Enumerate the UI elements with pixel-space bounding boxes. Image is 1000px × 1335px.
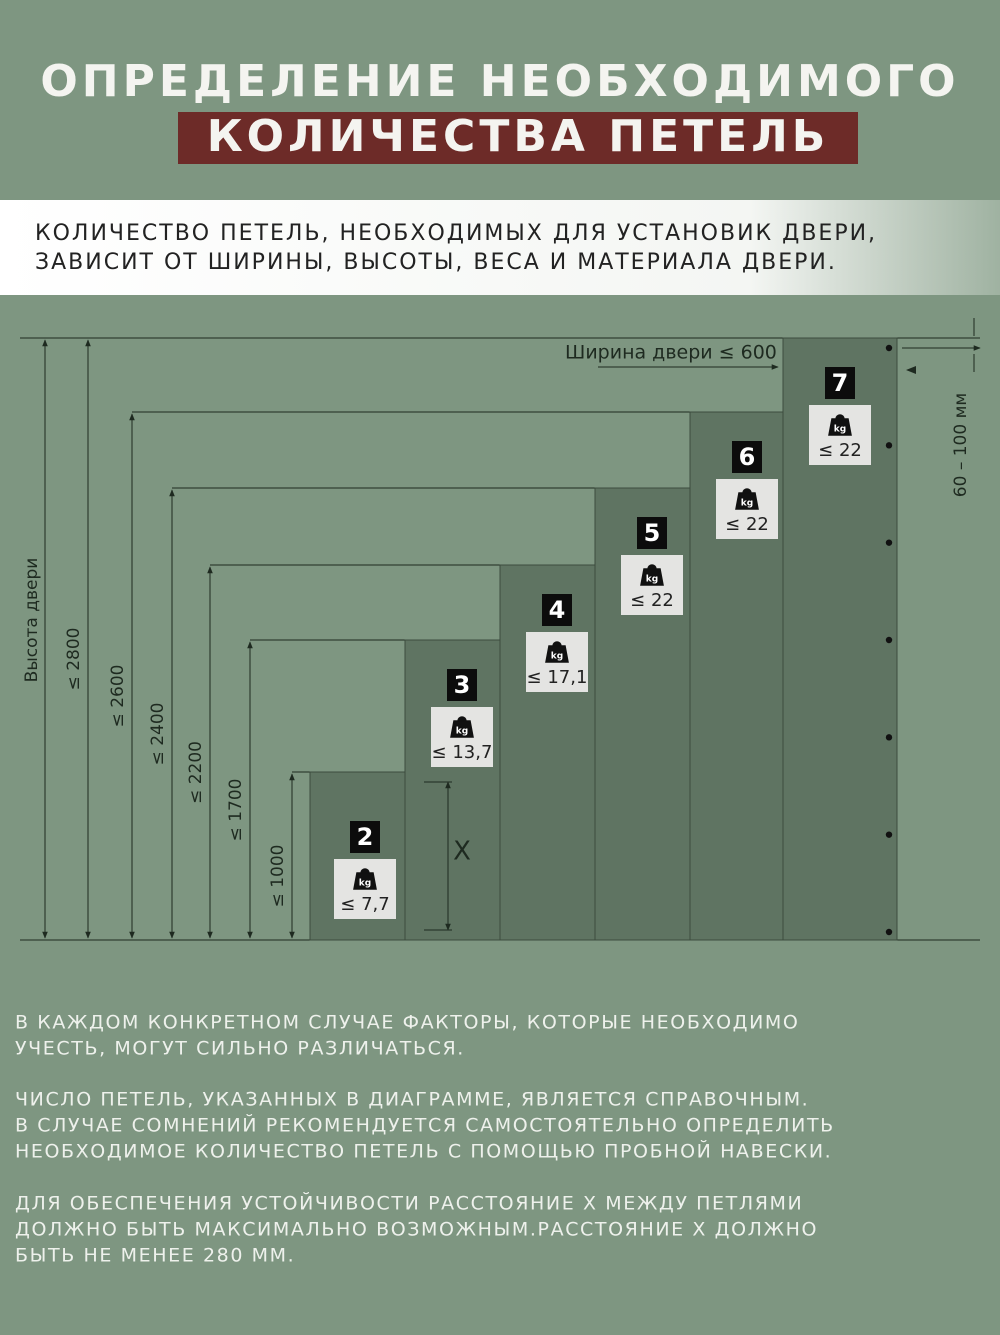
subtitle: ЗАВИСИТ ОТ ШИРИНЫ, ВЫСОТЫ, ВЕСА И МАТЕРИ… (35, 250, 837, 275)
weight-icon (828, 414, 852, 436)
weight-icon (640, 564, 664, 586)
weight-unit: kg (646, 575, 658, 585)
height-value: ≤ 1700 (226, 779, 246, 842)
hinge-badge (825, 367, 855, 399)
weight-value: ≤ 13,7 (432, 742, 493, 763)
hinge-dot (885, 344, 893, 352)
height-value: ≤ 2400 (148, 703, 168, 766)
weight-icon (450, 716, 474, 738)
hinge-dot (885, 442, 893, 449)
hinge-dot (885, 636, 893, 644)
gap-arrows (902, 318, 980, 372)
width-label: Ширина двери ≤ 600 (565, 342, 777, 364)
doors: ≤ 1000 2 kg ≤ 7,7 ≤ 1700 3 kg ≤ 13,7 ≤ 2200 4 kg ≤ … (64, 337, 898, 941)
hinge-count: 6 (739, 443, 756, 471)
hinge-badge (350, 821, 380, 853)
notes: В КАЖДОМ КОНКРЕТНОМ СЛУЧАЕ ФАКТОРЫ, КОТО… (15, 1012, 835, 1267)
note-line: НЕОБХОДИМОЕ КОЛИЧЕСТВО ПЕТЕЛЬ С ПОМОЩЬЮ … (15, 1140, 832, 1163)
weight-unit: kg (741, 499, 753, 509)
gap-label: 60 – 100 мм (951, 393, 971, 497)
note-line: ДОЛЖНО БЫТЬ МАКСИМАЛЬНО ВОЗМОЖНЫМ.РАССТО… (15, 1219, 818, 1241)
hinge-badge (732, 441, 762, 473)
weight-unit: kg (834, 425, 846, 435)
note-line: ДЛЯ ОБЕСПЕЧЕНИЯ УСТОЙЧИВОСТИ РАССТОЯНИЕ … (15, 1192, 803, 1215)
height-value: ≤ 2800 (64, 628, 84, 691)
weight-icon (735, 488, 759, 510)
height-value: ≤ 2200 (186, 741, 206, 804)
weight-unit: kg (551, 652, 563, 662)
hinge-badge (447, 669, 477, 701)
height-value: ≤ 1000 (268, 845, 288, 908)
hinge-count: 4 (549, 596, 566, 624)
hinge-badge (542, 594, 572, 626)
distance-label: X (453, 837, 471, 867)
hinge-count: 7 (832, 369, 849, 397)
hinge-count: 2 (357, 823, 374, 851)
weight-value: ≤ 7,7 (340, 894, 389, 915)
weight-value: ≤ 22 (630, 590, 674, 611)
hinge-count: 5 (644, 519, 661, 547)
title: КОЛИЧЕСТВА ПЕТЕЛЬ (207, 111, 830, 162)
hinge-dot (885, 831, 893, 838)
weight-icon (353, 868, 377, 890)
weight-value: ≤ 22 (725, 514, 769, 535)
hinge-dot (885, 734, 893, 741)
note-line: БЫТЬ НЕ МЕНЕЕ 280 ММ. (15, 1245, 295, 1267)
title-box (178, 112, 858, 164)
note-line: ЧИСЛО ПЕТЕЛЬ, УКАЗАННЫХ В ДИАГРАММЕ, ЯВЛ… (15, 1089, 809, 1111)
weight-value: ≤ 22 (818, 440, 862, 461)
note-line: В СЛУЧАЕ СОМНЕНИЙ РЕКОМЕНДУЕТСЯ САМОСТОЯ… (15, 1114, 835, 1137)
subtitle: КОЛИЧЕСТВО ПЕТЕЛЬ, НЕОБХОДИМЫХ ДЛЯ УСТАН… (35, 221, 877, 246)
height-label: Высота двери (22, 558, 42, 683)
weight-icon (545, 641, 569, 663)
weight-unit: kg (359, 879, 371, 889)
hinge-dot (885, 539, 893, 546)
weight-unit: kg (456, 727, 468, 737)
gap-marker (906, 366, 916, 374)
note-line: В КАЖДОМ КОНКРЕТНОМ СЛУЧАЕ ФАКТОРЫ, КОТО… (15, 1012, 799, 1034)
weight-value: ≤ 17,1 (527, 667, 588, 688)
title: ОПРЕДЕЛЕНИЕ НЕОБХОДИМОГО (40, 56, 959, 107)
distance-ticks (424, 781, 452, 931)
hinge-count: 3 (454, 671, 471, 699)
note-line: УЧЕСТЬ, МОГУТ СИЛЬНО РАЗЛИЧАТЬСЯ. (15, 1038, 465, 1060)
hinge-dot (885, 928, 893, 936)
height-value: ≤ 2600 (108, 665, 128, 728)
hinge-badge (637, 517, 667, 549)
subtitle-band (0, 200, 1000, 295)
